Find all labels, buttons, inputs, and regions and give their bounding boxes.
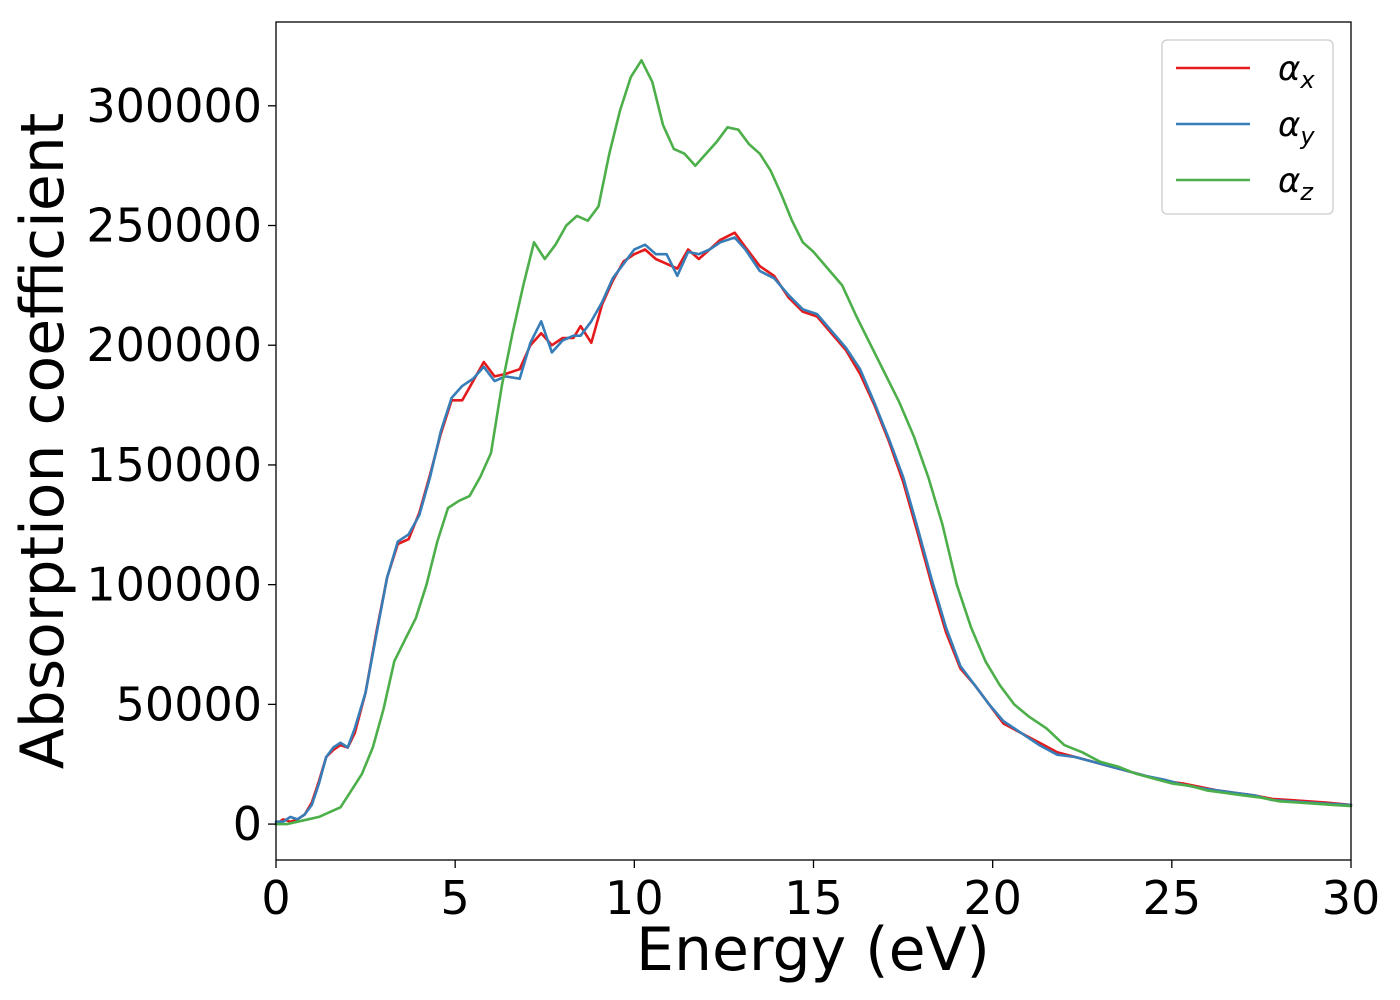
y-tick-label: 0: [233, 797, 262, 851]
y-tick-label: 200000: [86, 318, 262, 372]
legend-subscript: x: [1299, 66, 1315, 94]
series-line-x: [274, 231, 1353, 826]
legend-box: [1161, 39, 1334, 215]
y-tick-label: 300000: [86, 79, 262, 133]
series-line-y: [274, 236, 1353, 823]
y-tick-label: 150000: [86, 438, 262, 492]
x-axis-title: Energy (eV): [636, 915, 990, 985]
x-axis: 0 5 10 15 20 25 30: [261, 860, 1380, 925]
x-tick-label: 30: [1322, 871, 1381, 925]
series-layer: [274, 59, 1353, 826]
x-tick-label: 10: [605, 871, 664, 925]
legend-subscript: y: [1299, 122, 1315, 150]
x-tick-label: 0: [261, 871, 290, 925]
x-tick-label: 25: [1143, 871, 1202, 925]
y-tick-label: 100000: [86, 558, 262, 612]
y-axis: 0 50000 100000 150000 200000 250000 300000: [86, 79, 276, 851]
x-tick-label: 15: [784, 871, 843, 925]
x-tick-label: 5: [441, 871, 470, 925]
legend-subscript: z: [1299, 178, 1314, 206]
x-tick-label: 20: [963, 871, 1022, 925]
y-axis-title: Absorption coefficient: [8, 113, 78, 770]
series-line-z: [274, 59, 1353, 826]
y-tick-label: 250000: [86, 199, 262, 253]
y-tick-label: 50000: [116, 677, 262, 731]
